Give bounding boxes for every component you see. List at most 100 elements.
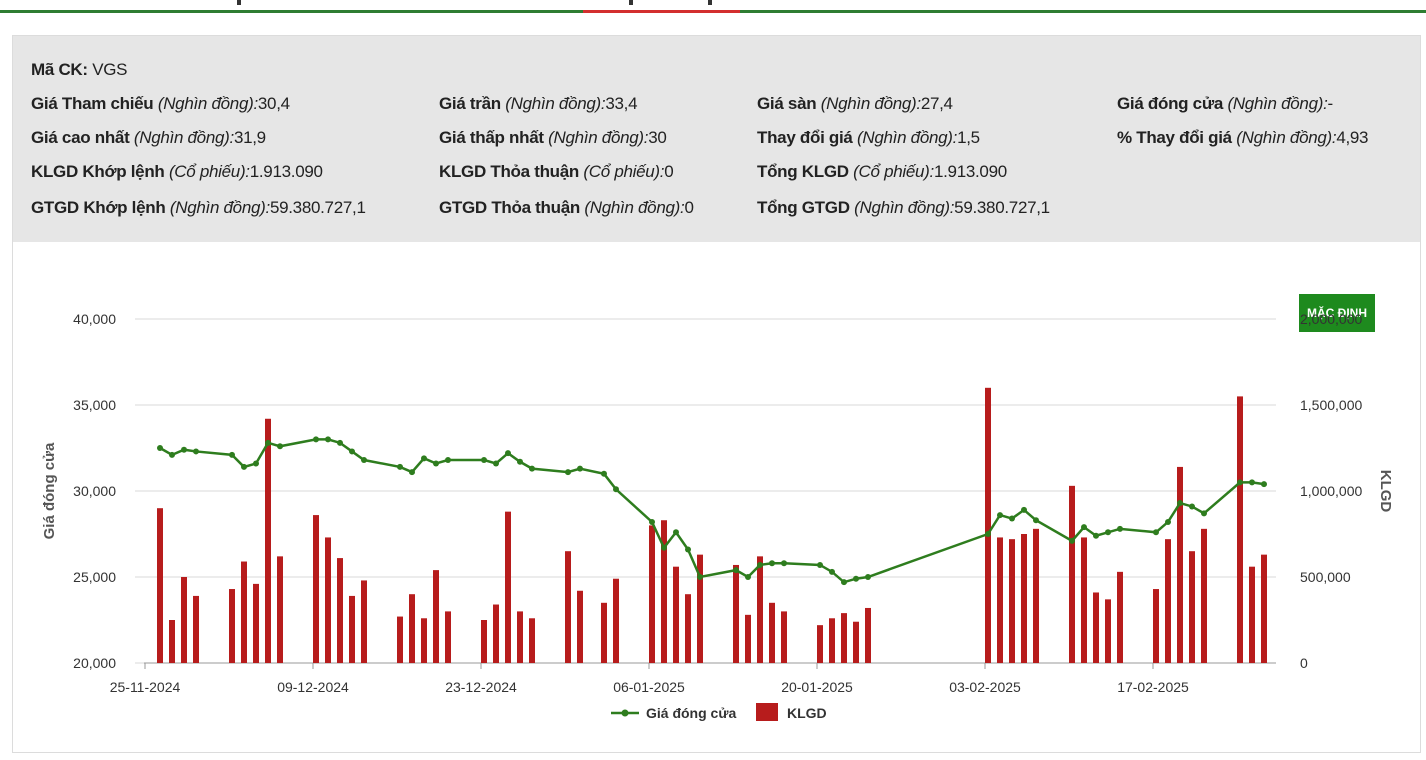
info-field: Giá Tham chiếu (Nghìn đồng):30,4: [31, 94, 290, 114]
price-point: [697, 574, 703, 580]
volume-bar: [517, 611, 523, 663]
info-field: KLGD Thỏa thuận (Cổ phiếu):0: [439, 162, 674, 182]
volume-bar: [781, 611, 787, 663]
volume-bar: [253, 583, 259, 663]
info-field-unit: (Nghìn đồng):: [857, 128, 958, 147]
price-point: [1165, 518, 1171, 525]
volume-bar: [769, 602, 775, 663]
volume-bar: [337, 558, 343, 663]
price-point: [601, 470, 607, 477]
volume-bar: [649, 525, 655, 663]
nav-marker-dot: [237, 0, 241, 5]
default-view-button[interactable]: MẶC ĐỊNH: [1299, 294, 1375, 332]
price-point: [841, 579, 847, 586]
price-point: [685, 546, 691, 553]
volume-bar: [1033, 528, 1039, 663]
legend-bar-swatch: [756, 703, 778, 721]
stock-info-box: Mã CK: VGS Giá Tham chiếu (Nghìn đồng):3…: [13, 36, 1420, 242]
price-point: [565, 469, 571, 476]
info-field-label: Tổng GTGD: [757, 198, 850, 217]
y-left-tick-label: 25,000: [73, 569, 116, 585]
volume-bar: [1081, 537, 1087, 663]
info-field-value: 0: [684, 198, 694, 217]
info-field-unit: (Nghìn đồng):: [1227, 94, 1328, 113]
volume-bar: [745, 614, 751, 663]
ticker-label: Mã CK:: [31, 60, 88, 79]
price-point: [853, 575, 859, 582]
volume-bar: [1153, 589, 1159, 663]
volume-bar: [193, 595, 199, 663]
price-point: [253, 460, 259, 467]
price-point: [361, 457, 367, 464]
volume-bar: [1069, 485, 1075, 663]
price-point: [997, 512, 1003, 519]
info-field-value: 1,5: [957, 128, 980, 147]
price-point: [397, 463, 403, 470]
price-point: [769, 560, 775, 567]
volume-bar: [613, 578, 619, 663]
info-field-unit: (Nghìn đồng):: [1236, 128, 1337, 147]
price-point: [829, 568, 835, 575]
price-point: [481, 457, 487, 464]
volume-bar: [1117, 571, 1123, 663]
price-point: [529, 465, 535, 472]
x-tick-label: 09-12-2024: [277, 679, 349, 695]
info-field-label: Giá cao nhất: [31, 128, 130, 147]
info-field-label: KLGD Khớp lệnh: [31, 162, 165, 181]
top-nav-bar: [0, 0, 1426, 14]
volume-bar: [829, 618, 835, 663]
volume-bar: [1093, 592, 1099, 663]
price-point: [1033, 517, 1039, 524]
price-point: [613, 486, 619, 493]
info-field-unit: (Nghìn đồng):: [157, 94, 258, 113]
price-point: [409, 469, 415, 476]
price-point: [757, 561, 763, 568]
volume-bar: [529, 618, 535, 663]
volume-bar: [481, 620, 487, 663]
price-point: [661, 544, 667, 551]
info-field-unit: (Cổ phiếu):: [168, 162, 250, 181]
y-right-tick-label: 1,000,000: [1300, 483, 1362, 499]
nav-active-tab-indicator: [583, 10, 740, 13]
volume-bar: [361, 580, 367, 663]
info-field-label: KLGD Thỏa thuận: [439, 162, 579, 181]
price-point: [1153, 529, 1159, 536]
ticker-row: Mã CK: VGS: [31, 60, 128, 80]
price-point: [673, 529, 679, 536]
volume-bar: [493, 604, 499, 663]
volume-bar: [853, 621, 859, 663]
price-point: [265, 439, 271, 446]
price-point: [1105, 529, 1111, 536]
price-point: [1081, 524, 1087, 531]
info-field-value: 1.913.090: [249, 162, 323, 181]
info-field-unit: (Nghìn đồng):: [169, 198, 270, 217]
price-point: [817, 561, 823, 568]
price-point: [1009, 515, 1015, 522]
volume-bar: [1165, 539, 1171, 663]
legend-label-price: Giá đóng cửa: [646, 705, 736, 721]
info-field: Thay đổi giá (Nghìn đồng):1,5: [757, 128, 980, 148]
volume-bar: [1105, 599, 1111, 663]
volume-bar: [1189, 551, 1195, 663]
info-field-label: Giá Tham chiếu: [31, 94, 154, 113]
nav-marker-dot: [629, 0, 633, 5]
info-field-unit: (Nghìn đồng):: [820, 94, 921, 113]
info-field-label: GTGD Thỏa thuận: [439, 198, 580, 217]
volume-bar: [409, 594, 415, 663]
y-right-tick-label: 1,500,000: [1300, 397, 1362, 413]
info-field-label: GTGD Khớp lệnh: [31, 198, 166, 217]
volume-bar: [565, 551, 571, 663]
info-field-value: 1.913.090: [933, 162, 1007, 181]
volume-bar: [1201, 528, 1207, 663]
legend-line-marker: [621, 709, 629, 717]
volume-bar: [181, 577, 187, 663]
price-point: [181, 446, 187, 453]
price-point: [421, 455, 427, 462]
info-field-value: 30: [648, 128, 667, 147]
volume-bar: [1021, 534, 1027, 663]
price-point: [349, 448, 355, 455]
volume-bar: [433, 570, 439, 663]
info-field: GTGD Thỏa thuận (Nghìn đồng):0: [439, 198, 694, 218]
volume-bar: [157, 508, 163, 663]
